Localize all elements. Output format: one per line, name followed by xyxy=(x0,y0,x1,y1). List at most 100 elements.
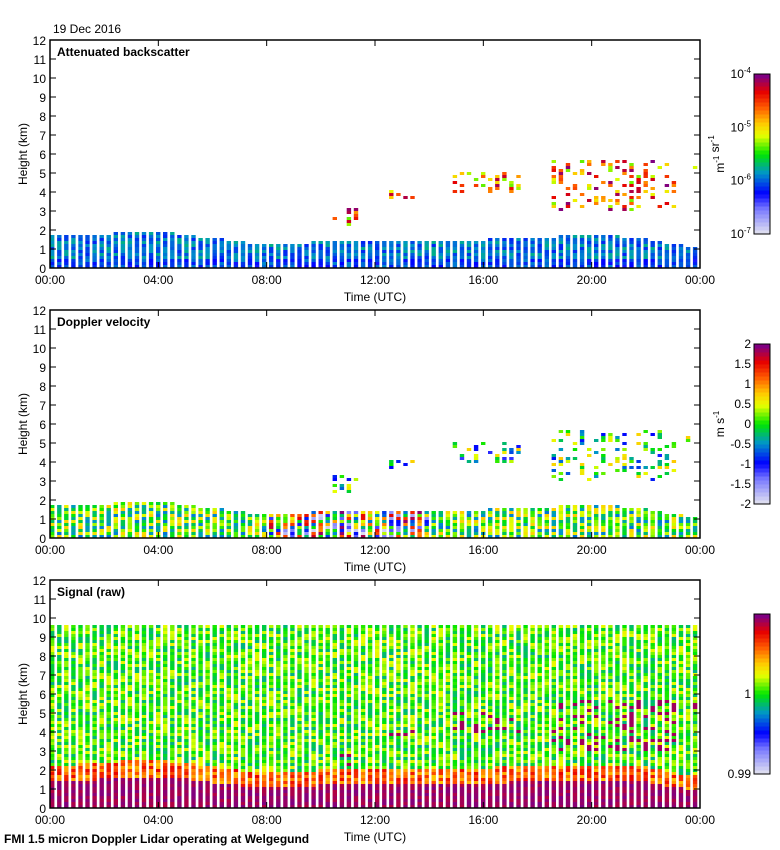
heatmap-cell xyxy=(198,241,203,244)
heatmap-cell xyxy=(664,202,670,205)
heatmap-cell xyxy=(198,649,203,652)
heatmap-cell xyxy=(198,673,203,676)
heatmap-cell xyxy=(184,793,189,796)
heatmap-cell xyxy=(304,670,309,673)
heatmap-cell xyxy=(92,256,97,259)
heatmap-cell xyxy=(156,232,161,235)
heatmap-cell xyxy=(99,796,104,799)
heatmap-cell xyxy=(254,667,260,670)
heatmap-cell xyxy=(346,520,352,523)
heatmap-cell xyxy=(572,535,578,538)
heatmap-cell xyxy=(85,517,90,520)
heatmap-cell xyxy=(269,676,274,679)
heatmap-cell xyxy=(191,670,196,673)
heatmap-cell xyxy=(163,637,168,640)
heatmap-cell xyxy=(113,775,118,778)
heatmap-cell xyxy=(233,679,239,682)
heatmap-cell xyxy=(290,691,295,694)
heatmap-cell xyxy=(636,517,641,520)
heatmap-cell xyxy=(205,781,210,784)
heatmap-cell xyxy=(170,646,175,649)
heatmap-cell xyxy=(325,754,330,757)
heatmap-cell xyxy=(141,253,147,256)
heatmap-cell xyxy=(353,733,359,736)
heatmap-cell xyxy=(64,643,69,646)
heatmap-cell xyxy=(127,769,133,772)
heatmap-cell xyxy=(608,250,613,253)
heatmap-cell xyxy=(191,784,196,787)
heatmap-cell xyxy=(459,253,465,256)
heatmap-cell xyxy=(106,673,111,676)
heatmap-cell xyxy=(318,781,323,784)
heatmap-cell xyxy=(297,667,302,670)
heatmap-cell xyxy=(629,244,634,247)
heatmap-cell xyxy=(163,259,168,262)
heatmap-cell xyxy=(572,259,578,262)
heatmap-cell xyxy=(148,769,154,772)
heatmap-cell xyxy=(608,244,613,247)
heatmap-cell xyxy=(156,649,161,652)
heatmap-cell xyxy=(262,628,267,631)
heatmap-cell xyxy=(339,670,345,673)
heatmap-cell xyxy=(254,745,260,748)
heatmap-cell xyxy=(191,646,196,649)
heatmap-cell xyxy=(488,529,493,532)
heatmap-cell xyxy=(240,718,246,721)
heatmap-cell xyxy=(276,784,281,787)
heatmap-cell xyxy=(50,745,55,748)
heatmap-cell xyxy=(212,520,217,523)
heatmap-cell xyxy=(198,631,203,634)
heatmap-cell xyxy=(120,508,126,511)
heatmap-cell xyxy=(106,262,111,265)
heatmap-cell xyxy=(269,625,274,628)
heatmap-cell xyxy=(120,529,126,532)
heatmap-cell xyxy=(71,625,76,628)
heatmap-cell xyxy=(594,439,599,442)
heatmap-cell xyxy=(85,235,90,238)
heatmap-cell xyxy=(283,736,288,739)
heatmap-cell xyxy=(148,718,154,721)
heatmap-cell xyxy=(92,634,97,637)
heatmap-cell xyxy=(99,748,104,751)
heatmap-cell xyxy=(516,265,521,268)
heatmap-cell xyxy=(78,706,83,709)
heatmap-cell xyxy=(671,529,677,532)
heatmap-cell xyxy=(57,637,62,640)
colorbar-segment xyxy=(754,86,770,91)
heatmap-cell xyxy=(184,679,189,682)
heatmap-cell xyxy=(622,244,627,247)
heatmap-cell xyxy=(601,511,606,514)
heatmap-cell xyxy=(106,739,111,742)
heatmap-cell xyxy=(177,793,182,796)
heatmap-cell xyxy=(113,250,118,253)
heatmap-cell xyxy=(205,520,210,523)
heatmap-cell xyxy=(113,625,118,628)
heatmap-cell xyxy=(431,511,436,514)
heatmap-cell xyxy=(579,193,585,196)
heatmap-cell xyxy=(558,262,564,265)
heatmap-cell xyxy=(262,670,267,673)
heatmap-cell xyxy=(106,250,111,253)
heatmap-cell xyxy=(57,790,62,793)
heatmap-cell xyxy=(177,514,182,517)
heatmap-cell xyxy=(113,799,118,802)
heatmap-cell xyxy=(141,703,147,706)
heatmap-cell xyxy=(177,526,182,529)
heatmap-cell xyxy=(156,739,161,742)
heatmap-cell xyxy=(177,796,182,799)
heatmap-cell xyxy=(205,628,210,631)
heatmap-cell xyxy=(262,805,267,808)
heatmap-cell xyxy=(254,535,260,538)
heatmap-cell xyxy=(290,802,295,805)
heatmap-cell xyxy=(382,529,387,532)
heatmap-cell xyxy=(332,244,337,247)
heatmap-cell xyxy=(459,184,465,187)
heatmap-cell xyxy=(346,247,352,250)
heatmap-cell xyxy=(78,733,83,736)
heatmap-cell xyxy=(78,664,83,667)
colorbar-segment xyxy=(754,202,770,207)
heatmap-cell xyxy=(106,727,111,730)
heatmap-cell xyxy=(318,724,323,727)
heatmap-cell xyxy=(219,751,224,754)
heatmap-cell xyxy=(85,643,90,646)
